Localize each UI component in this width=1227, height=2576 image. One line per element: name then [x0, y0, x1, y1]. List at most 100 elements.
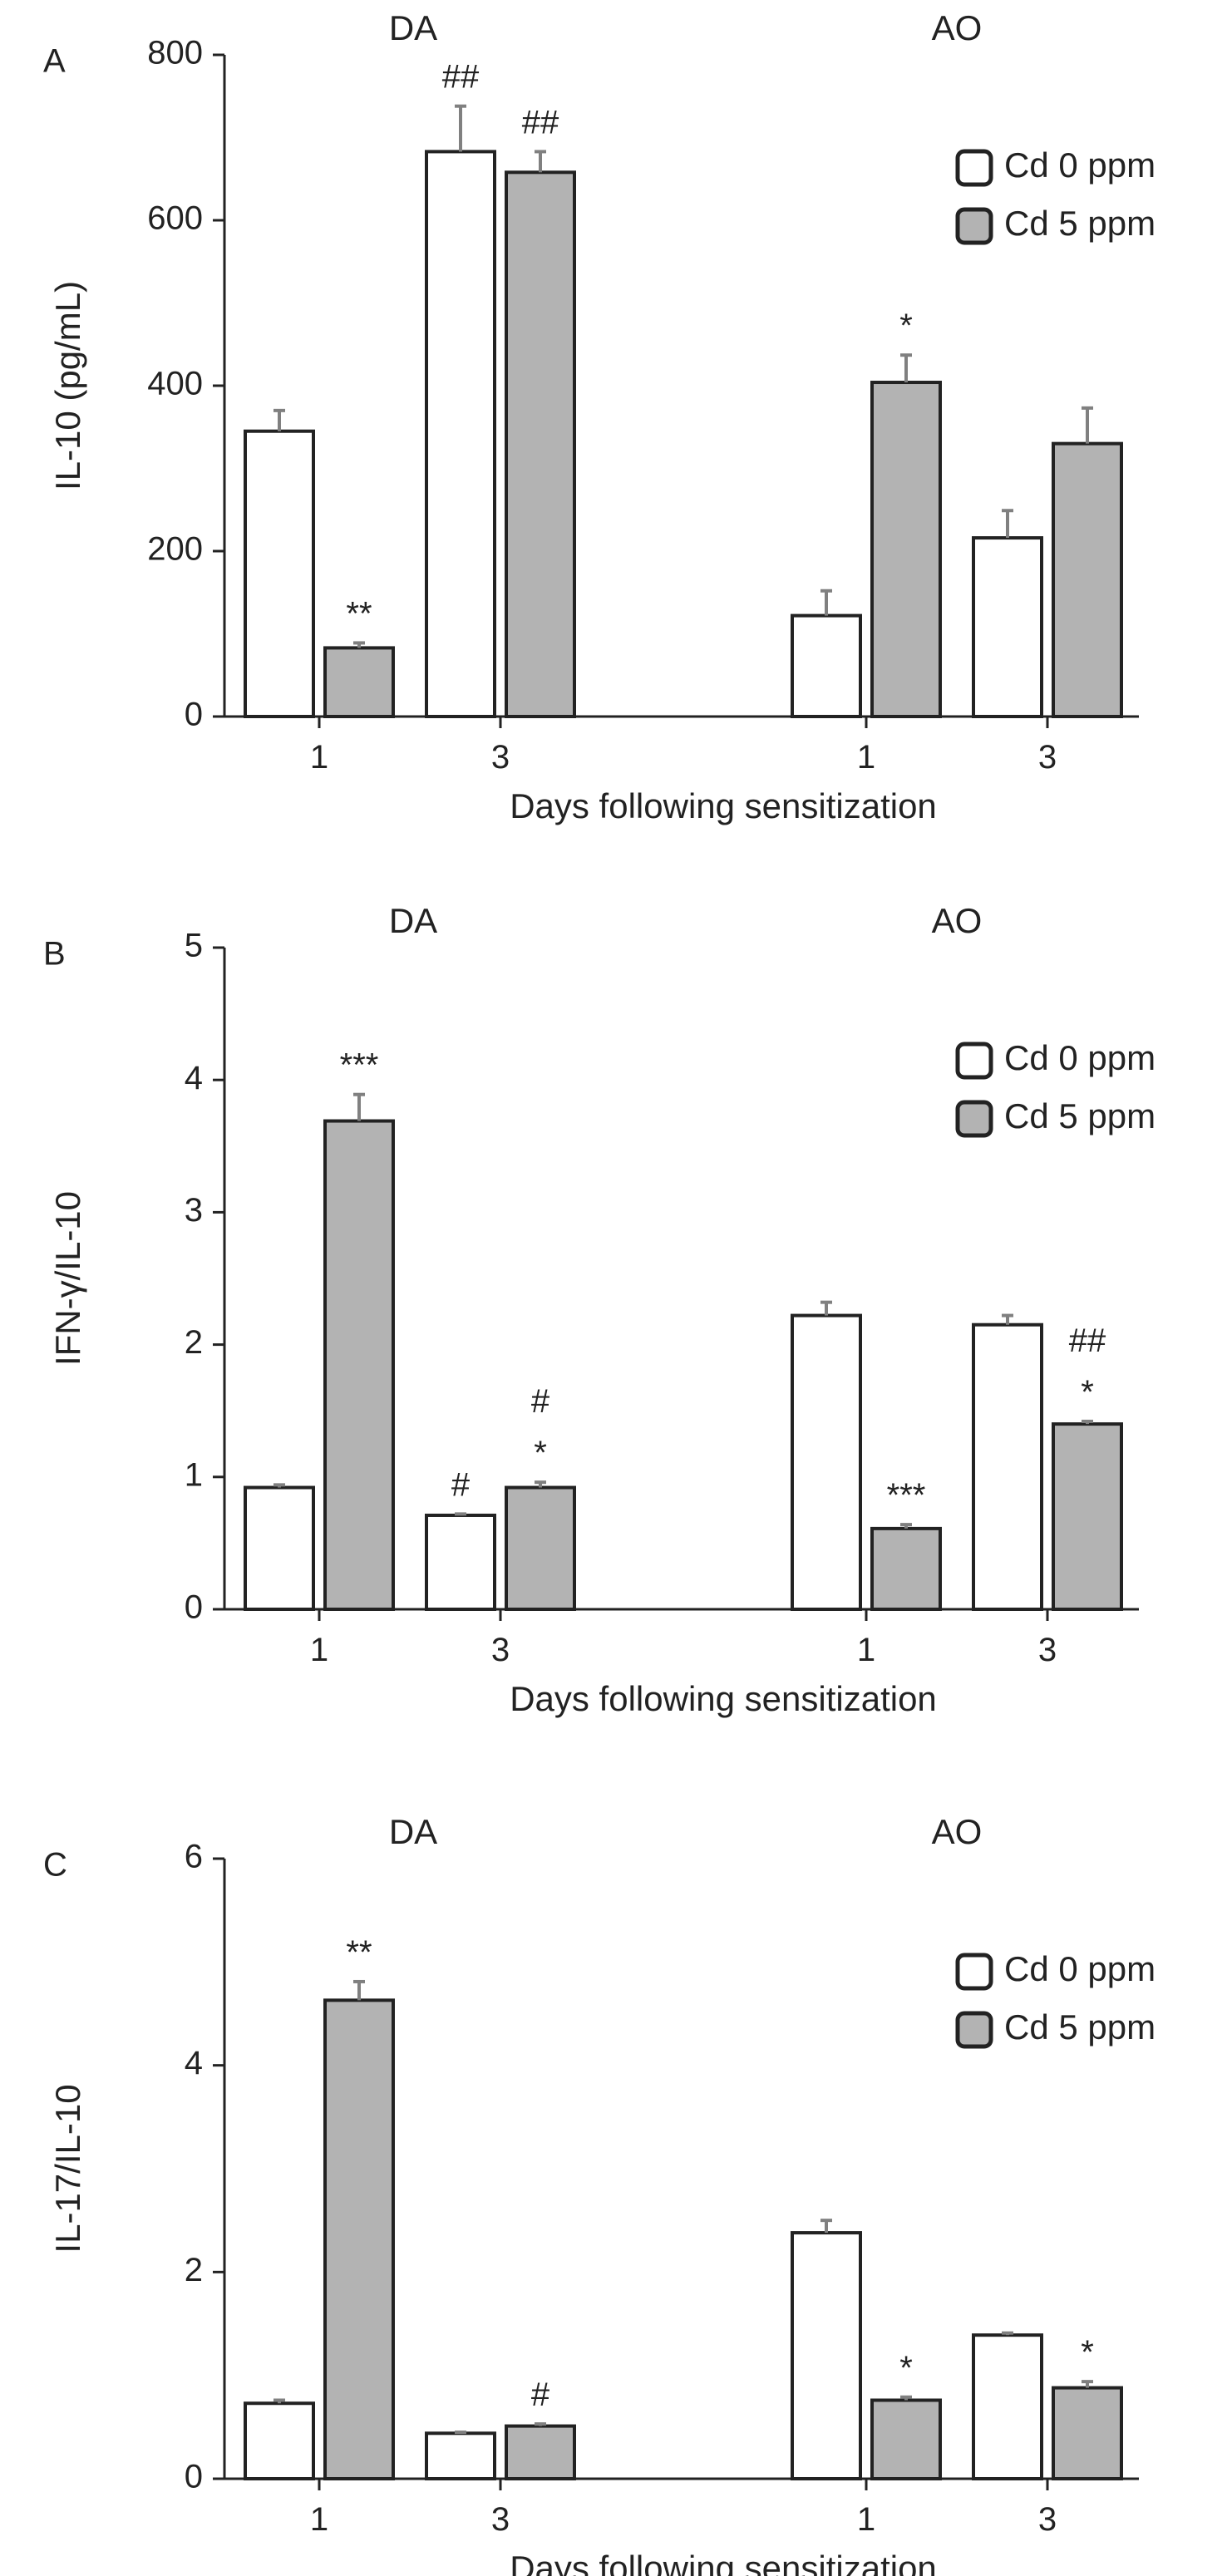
bar-cd5-ao-day3 — [1052, 2386, 1123, 2480]
y-tick-label: 2 — [185, 2252, 203, 2288]
x-axis-title: Days following sensitization — [510, 2549, 937, 2576]
legend-swatch-cd5 — [955, 1100, 993, 1138]
x-tick-label: 1 — [857, 1632, 875, 1668]
x-tick-label: 3 — [491, 739, 510, 776]
legend-label: Cd 0 ppm — [1004, 1949, 1156, 1988]
group-label: AO — [932, 901, 983, 940]
panel-letter: C — [43, 1847, 67, 1884]
panel-letter: B — [43, 936, 66, 973]
legend-item: Cd 5 ppm — [955, 1096, 1156, 1138]
x-tick-label: 3 — [491, 2501, 510, 2538]
legend-label: Cd 5 ppm — [1004, 1096, 1156, 1135]
y-tick-label: 600 — [147, 200, 203, 237]
y-tick-label: 5 — [185, 928, 203, 964]
significance-marker: ** — [346, 1934, 372, 1971]
significance-marker: *** — [887, 1477, 926, 1514]
bar-cd5-ao-day1 — [870, 2398, 942, 2480]
significance-marker: ## — [1069, 1322, 1106, 1359]
legend-swatch-cd5 — [955, 2011, 993, 2049]
legend-label: Cd 0 ppm — [1004, 145, 1156, 185]
bar-cd0-ao-day3 — [972, 1322, 1043, 1611]
x-tick-label: 3 — [1038, 2501, 1057, 2538]
significance-marker: ## — [522, 104, 559, 140]
bar-cd5-ao-day3 — [1052, 441, 1123, 719]
bar-cd0-da-day1 — [244, 1485, 315, 1612]
bar-cd5-da-day3 — [505, 2424, 576, 2481]
group-label: DA — [389, 1812, 437, 1851]
x-axis-title: Days following sensitization — [510, 1679, 937, 1718]
y-tick-label: 6 — [185, 1839, 203, 1875]
significance-marker: ** — [346, 595, 372, 632]
x-tick-label: 3 — [1038, 1632, 1057, 1668]
significance-marker: * — [1081, 1374, 1094, 1411]
legend-label: Cd 5 ppm — [1004, 204, 1156, 243]
bar-cd0-ao-day1 — [791, 1313, 862, 1612]
bar-cd0-da-day3 — [425, 2431, 496, 2480]
y-tick-label: 0 — [185, 1589, 203, 1626]
significance-marker: * — [1081, 2334, 1094, 2371]
bar-cd0-da-day3 — [425, 1513, 496, 1612]
y-tick-label: 1 — [185, 1456, 203, 1493]
y-axis-title: IFN-γ/IL-10 — [48, 1191, 87, 1366]
legend-label: Cd 0 ppm — [1004, 1038, 1156, 1077]
bar-cd5-ao-day1 — [870, 381, 942, 718]
legend-swatch-cd0 — [955, 1953, 993, 1991]
x-tick-label: 3 — [491, 1632, 510, 1668]
legend-label: Cd 5 ppm — [1004, 2007, 1156, 2047]
panel-letter: A — [43, 43, 66, 80]
y-axis-title: IL-17/IL-10 — [48, 2084, 87, 2253]
legend-swatch-cd0 — [955, 149, 993, 187]
significance-marker: *** — [340, 1047, 379, 1084]
legend-item: Cd 5 ppm — [955, 204, 1156, 245]
group-label: DA — [389, 901, 437, 940]
legend-swatch-cd5 — [955, 207, 993, 245]
bar-cd5-da-day1 — [323, 1119, 395, 1611]
bar-cd0-ao-day3 — [972, 2333, 1043, 2481]
x-tick-label: 3 — [1038, 739, 1057, 776]
significance-marker: # — [531, 2377, 550, 2413]
y-tick-label: 2 — [185, 1324, 203, 1361]
bar-cd5-ao-day1 — [870, 1526, 942, 1611]
legend-swatch-cd0 — [955, 1042, 993, 1080]
group-label: AO — [932, 1812, 983, 1851]
group-label: DA — [389, 8, 437, 47]
bar-cd0-da-day1 — [244, 2401, 315, 2480]
significance-marker: ## — [442, 59, 480, 96]
legend-item: Cd 0 ppm — [955, 145, 1156, 187]
x-tick-label: 1 — [857, 739, 875, 776]
legend-item: Cd 0 ppm — [955, 1038, 1156, 1080]
y-tick-label: 200 — [147, 531, 203, 568]
y-tick-label: 4 — [185, 2045, 203, 2081]
x-tick-label: 1 — [310, 2501, 328, 2538]
y-tick-label: 0 — [185, 697, 203, 733]
legend-item: Cd 0 ppm — [955, 1949, 1156, 1991]
y-tick-label: 3 — [185, 1192, 203, 1229]
bar-cd0-da-day3 — [425, 150, 496, 719]
x-axis-title: Days following sensitization — [510, 786, 937, 825]
x-tick-label: 1 — [310, 1632, 328, 1668]
bar-cd5-da-day3 — [505, 170, 576, 719]
bar-cd0-ao-day1 — [791, 613, 862, 718]
y-tick-label: 400 — [147, 366, 203, 402]
bar-cd5-da-day1 — [323, 646, 395, 718]
y-tick-label: 4 — [185, 1060, 203, 1096]
group-label: AO — [932, 8, 983, 47]
significance-marker: # — [451, 1466, 471, 1503]
y-tick-label: 0 — [185, 2459, 203, 2495]
bar-cd5-da-day1 — [323, 1998, 395, 2480]
bar-cd5-da-day3 — [505, 1485, 576, 1612]
bar-cd0-ao-day1 — [791, 2231, 862, 2480]
bar-cd0-da-day1 — [244, 429, 315, 718]
y-tick-label: 800 — [147, 35, 203, 71]
significance-marker: # — [531, 1383, 550, 1420]
significance-marker: * — [534, 1435, 547, 1471]
bar-cd0-ao-day3 — [972, 536, 1043, 719]
x-tick-label: 1 — [857, 2501, 875, 2538]
x-tick-label: 1 — [310, 739, 328, 776]
y-axis-title: IL-10 (pg/mL) — [48, 281, 87, 490]
legend-item: Cd 5 ppm — [955, 2007, 1156, 2049]
bar-cd5-ao-day3 — [1052, 1422, 1123, 1611]
